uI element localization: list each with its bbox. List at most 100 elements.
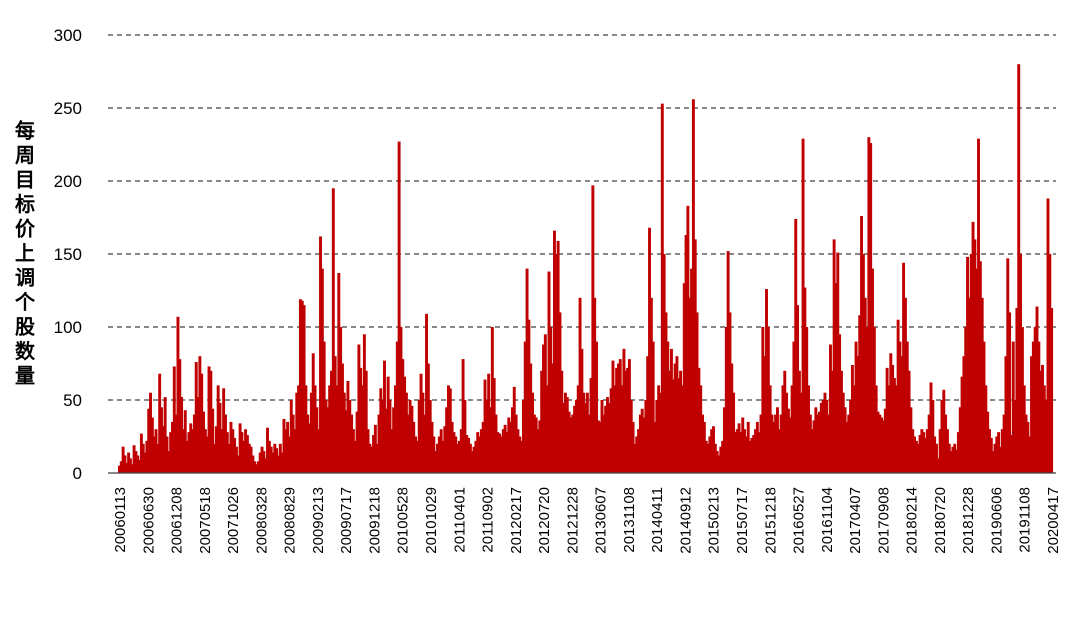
bar — [702, 421, 706, 473]
bar — [1002, 414, 1006, 473]
bar — [333, 356, 337, 473]
bar — [931, 400, 935, 473]
bar — [141, 443, 145, 473]
bar — [808, 414, 812, 473]
bar — [565, 397, 569, 473]
grid-lines — [108, 34, 1056, 401]
bar — [1044, 400, 1048, 473]
x-tick-label: 20131108 — [621, 487, 638, 553]
x-tick-label: 20191108 — [1017, 487, 1034, 553]
bar — [207, 366, 211, 473]
bar — [721, 440, 725, 473]
bar — [214, 426, 218, 473]
bar — [213, 443, 216, 473]
bar — [256, 461, 260, 473]
bar — [668, 370, 672, 473]
y-tick-label: 100 — [54, 318, 82, 337]
bar — [278, 443, 282, 473]
bar — [1024, 414, 1028, 473]
bar — [304, 385, 308, 473]
x-tick-label: 20140411 — [649, 487, 666, 553]
bar — [843, 407, 847, 473]
bar — [940, 400, 944, 473]
bar — [805, 327, 809, 473]
bar — [205, 436, 209, 473]
bar — [649, 297, 653, 473]
bar — [479, 429, 483, 473]
bar — [167, 451, 171, 473]
bar — [1019, 254, 1023, 473]
bar — [991, 451, 995, 473]
bar — [902, 262, 906, 473]
bar — [286, 421, 290, 473]
bar — [686, 205, 690, 473]
bar — [785, 392, 789, 473]
bar — [733, 432, 737, 473]
bar — [335, 385, 339, 473]
bar — [662, 254, 666, 473]
bar — [465, 435, 469, 473]
bar — [145, 440, 149, 473]
bar — [275, 448, 279, 473]
bar — [867, 137, 871, 473]
bar — [973, 239, 977, 473]
bar — [353, 440, 357, 473]
bar — [260, 446, 264, 473]
bar — [914, 440, 918, 473]
bar — [620, 385, 624, 473]
bar — [1000, 429, 1004, 473]
bar — [461, 359, 465, 473]
bar — [434, 451, 438, 473]
bar — [669, 348, 673, 473]
bar — [242, 440, 246, 473]
bar — [975, 268, 979, 473]
bar — [945, 429, 949, 473]
bar — [375, 443, 379, 473]
x-tick-label: 20170908 — [875, 487, 892, 554]
bar — [790, 385, 794, 473]
bar — [328, 385, 332, 473]
bar — [1009, 435, 1013, 473]
bar — [395, 341, 399, 473]
bar — [830, 370, 834, 473]
bar — [651, 341, 655, 473]
bar — [284, 429, 288, 473]
bar — [735, 429, 739, 473]
bar — [331, 188, 335, 474]
x-tick-label: 20080829 — [282, 487, 299, 554]
x-tick-label: 20190606 — [988, 487, 1005, 554]
bar — [417, 400, 421, 473]
bar — [1008, 312, 1012, 473]
x-tick-label: 20110401 — [451, 487, 468, 553]
bar — [699, 385, 703, 473]
bar — [295, 392, 299, 473]
bar — [788, 417, 792, 473]
bar — [160, 407, 163, 473]
x-tick-label: 20120720 — [536, 487, 553, 554]
bar — [163, 397, 167, 473]
bar — [719, 446, 723, 473]
bar — [534, 417, 538, 473]
bar — [638, 414, 642, 473]
bar — [660, 103, 664, 474]
bar — [929, 382, 933, 473]
bar — [520, 440, 524, 473]
bar — [489, 407, 492, 473]
bar — [1039, 370, 1043, 473]
bar — [149, 392, 152, 473]
bar — [783, 370, 787, 473]
bar — [404, 392, 408, 473]
bar — [956, 432, 960, 473]
bar — [739, 432, 743, 473]
bar — [470, 451, 474, 473]
bar — [998, 446, 1002, 473]
bar — [373, 424, 377, 473]
bar — [456, 443, 460, 473]
x-tick-label: 20200417 — [1045, 487, 1062, 554]
bar — [415, 440, 419, 473]
bar — [518, 436, 522, 473]
bar — [624, 370, 628, 473]
x-tick-label: 20100528 — [395, 487, 412, 554]
bar — [898, 341, 902, 473]
